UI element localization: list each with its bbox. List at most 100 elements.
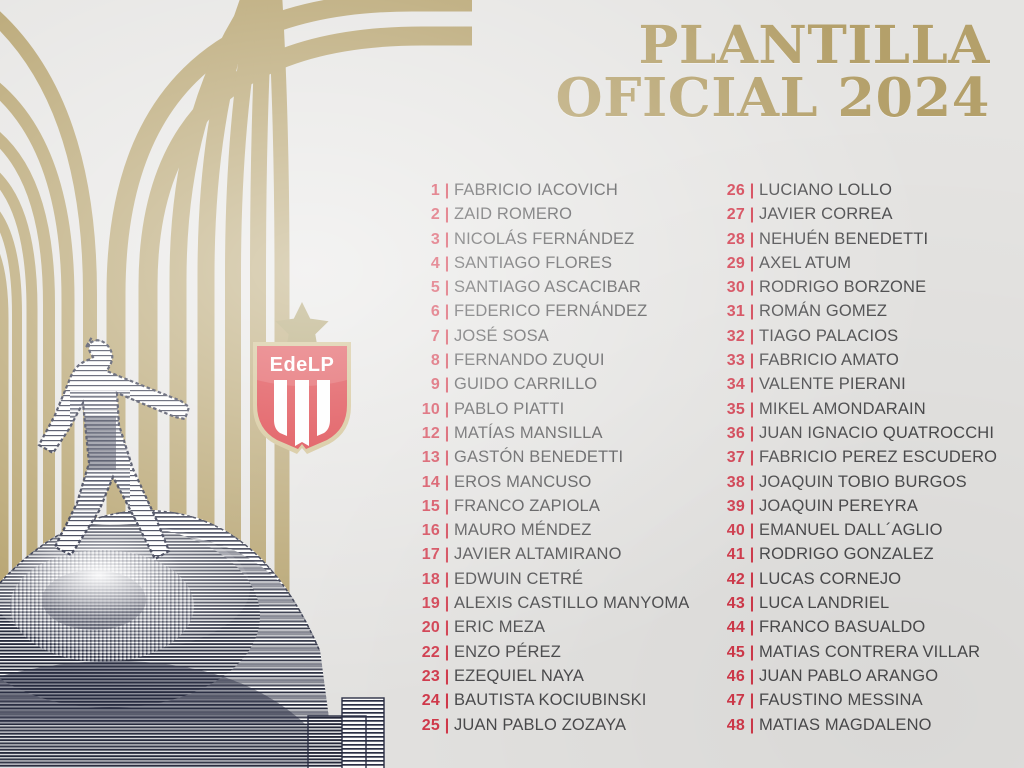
player-separator: | [444, 667, 450, 685]
player-name: ZAID ROMERO [454, 205, 573, 224]
player-separator: | [444, 206, 450, 224]
player-name: JOSÉ SOSA [454, 326, 549, 345]
player-number: 22 [421, 643, 440, 661]
player-name: JUAN PABLO ZOZAYA [454, 715, 627, 734]
player-name: NEHUÉN BENEDETTI [759, 229, 929, 248]
player-name: EDWUIN CETRÉ [454, 569, 584, 588]
player-separator: | [444, 424, 450, 442]
player-row: 2 | ZAID ROMERO [402, 205, 689, 229]
player-number: 48 [726, 716, 745, 734]
player-number: 43 [726, 595, 745, 613]
player-name: SANTIAGO FLORES [454, 253, 613, 272]
player-row: 37 | FABRICIO PEREZ ESCUDERO [707, 448, 997, 472]
player-separator: | [444, 497, 450, 515]
player-row: 24 | BAUTISTA KOCIUBINSKI [402, 691, 689, 715]
player-row: 47 | FAUSTINO MESSINA [707, 691, 997, 715]
player-number: 2 [430, 206, 440, 224]
player-row: 36 | JUAN IGNACIO QUATROCCHI [707, 424, 997, 448]
player-separator: | [749, 376, 755, 394]
player-separator: | [444, 522, 450, 540]
player-number: 3 [430, 230, 440, 248]
player-row: 29 | AXEL ATUM [707, 254, 997, 278]
player-number: 32 [726, 327, 745, 345]
player-number: 6 [430, 303, 440, 321]
player-number: 30 [726, 279, 745, 297]
player-name: TIAGO PALACIOS [759, 326, 899, 345]
player-name: NICOLÁS FERNÁNDEZ [454, 229, 635, 248]
player-separator: | [749, 230, 755, 248]
player-separator: | [444, 376, 450, 394]
player-name: RODRIGO BORZONE [759, 278, 927, 297]
player-separator: | [444, 400, 450, 418]
player-name: SANTIAGO ASCACIBAR [454, 278, 641, 297]
player-name: FABRICIO AMATO [759, 351, 899, 370]
player-number: 4 [430, 254, 440, 272]
player-name: JOAQUIN PEREYRA [759, 496, 919, 515]
squad-list: 1 | FABRICIO IACOVICH 2 | ZAID ROMERO 3 | NICOLÁ… [0, 181, 1024, 761]
player-separator: | [749, 546, 755, 564]
player-row: 16 | MAURO MÉNDEZ [402, 521, 689, 545]
player-row: 20 | ERIC MEZA [402, 618, 689, 642]
player-number: 35 [726, 400, 745, 418]
player-name: GUIDO CARRILLO [454, 375, 598, 394]
player-row: 38 | JOAQUIN TOBIO BURGOS [707, 473, 997, 497]
player-name: MAURO MÉNDEZ [454, 521, 592, 540]
player-row: 19 | ALEXIS CASTILLO MANYOMA [402, 594, 689, 618]
player-row: 13 | GASTÓN BENEDETTI [402, 448, 689, 472]
player-name: FABRICIO IACOVICH [454, 181, 618, 199]
player-separator: | [749, 206, 755, 224]
player-row: 45 | MATIAS CONTRERA VILLAR [707, 643, 997, 667]
player-separator: | [749, 449, 755, 467]
player-number: 5 [430, 279, 440, 297]
player-row: 35 | MIKEL AMONDARAIN [707, 400, 997, 424]
player-row: 44 | FRANCO BASUALDO [707, 618, 997, 642]
player-name: EROS MANCUSO [454, 472, 592, 491]
player-row: 40 | EMANUEL DALL´AGLIO [707, 521, 997, 545]
player-separator: | [444, 230, 450, 248]
player-number: 45 [726, 643, 745, 661]
player-row: 14 | EROS MANCUSO [402, 473, 689, 497]
player-name: ERIC MEZA [454, 618, 546, 637]
player-name: FAUSTINO MESSINA [759, 691, 923, 710]
player-row: 23 | EZEQUIEL NAYA [402, 667, 689, 691]
player-row: 34 | VALENTE PIERANI [707, 375, 997, 399]
player-row: 3 | NICOLÁS FERNÁNDEZ [402, 230, 689, 254]
player-separator: | [749, 522, 755, 540]
player-name: JOAQUIN TOBIO BURGOS [759, 472, 967, 491]
player-name: EZEQUIEL NAYA [454, 666, 585, 685]
player-number: 44 [726, 619, 745, 637]
player-separator: | [444, 327, 450, 345]
player-separator: | [749, 667, 755, 685]
player-name: MATIAS CONTRERA VILLAR [759, 642, 981, 661]
player-number: 14 [421, 473, 440, 491]
player-row: 30 | RODRIGO BORZONE [707, 278, 997, 302]
player-name: JAVIER CORREA [759, 205, 893, 224]
player-name: LUCAS CORNEJO [759, 569, 902, 588]
player-name: BAUTISTA KOCIUBINSKI [454, 691, 647, 710]
player-number: 17 [421, 546, 440, 564]
player-number: 12 [421, 424, 440, 442]
player-number: 18 [421, 570, 440, 588]
player-separator: | [444, 254, 450, 272]
player-row: 15 | FRANCO ZAPIOLA [402, 497, 689, 521]
player-name: RODRIGO GONZALEZ [759, 545, 934, 564]
player-number: 31 [726, 303, 745, 321]
player-number: 16 [421, 522, 440, 540]
player-separator: | [444, 279, 450, 297]
player-row: 25 | JUAN PABLO ZOZAYA [402, 716, 689, 740]
player-row: 39 | JOAQUIN PEREYRA [707, 497, 997, 521]
player-number: 39 [726, 497, 745, 515]
player-number: 29 [726, 254, 745, 272]
player-separator: | [444, 182, 450, 199]
player-separator: | [444, 716, 450, 734]
player-row: 27 | JAVIER CORREA [707, 205, 997, 229]
player-row: 31 | ROMÁN GOMEZ [707, 302, 997, 326]
player-row: 9 | GUIDO CARRILLO [402, 375, 689, 399]
player-separator: | [749, 570, 755, 588]
player-row: 41 | RODRIGO GONZALEZ [707, 545, 997, 569]
player-number: 26 [726, 182, 745, 199]
player-separator: | [444, 449, 450, 467]
player-name: LUCA LANDRIEL [759, 594, 890, 613]
player-separator: | [444, 473, 450, 491]
